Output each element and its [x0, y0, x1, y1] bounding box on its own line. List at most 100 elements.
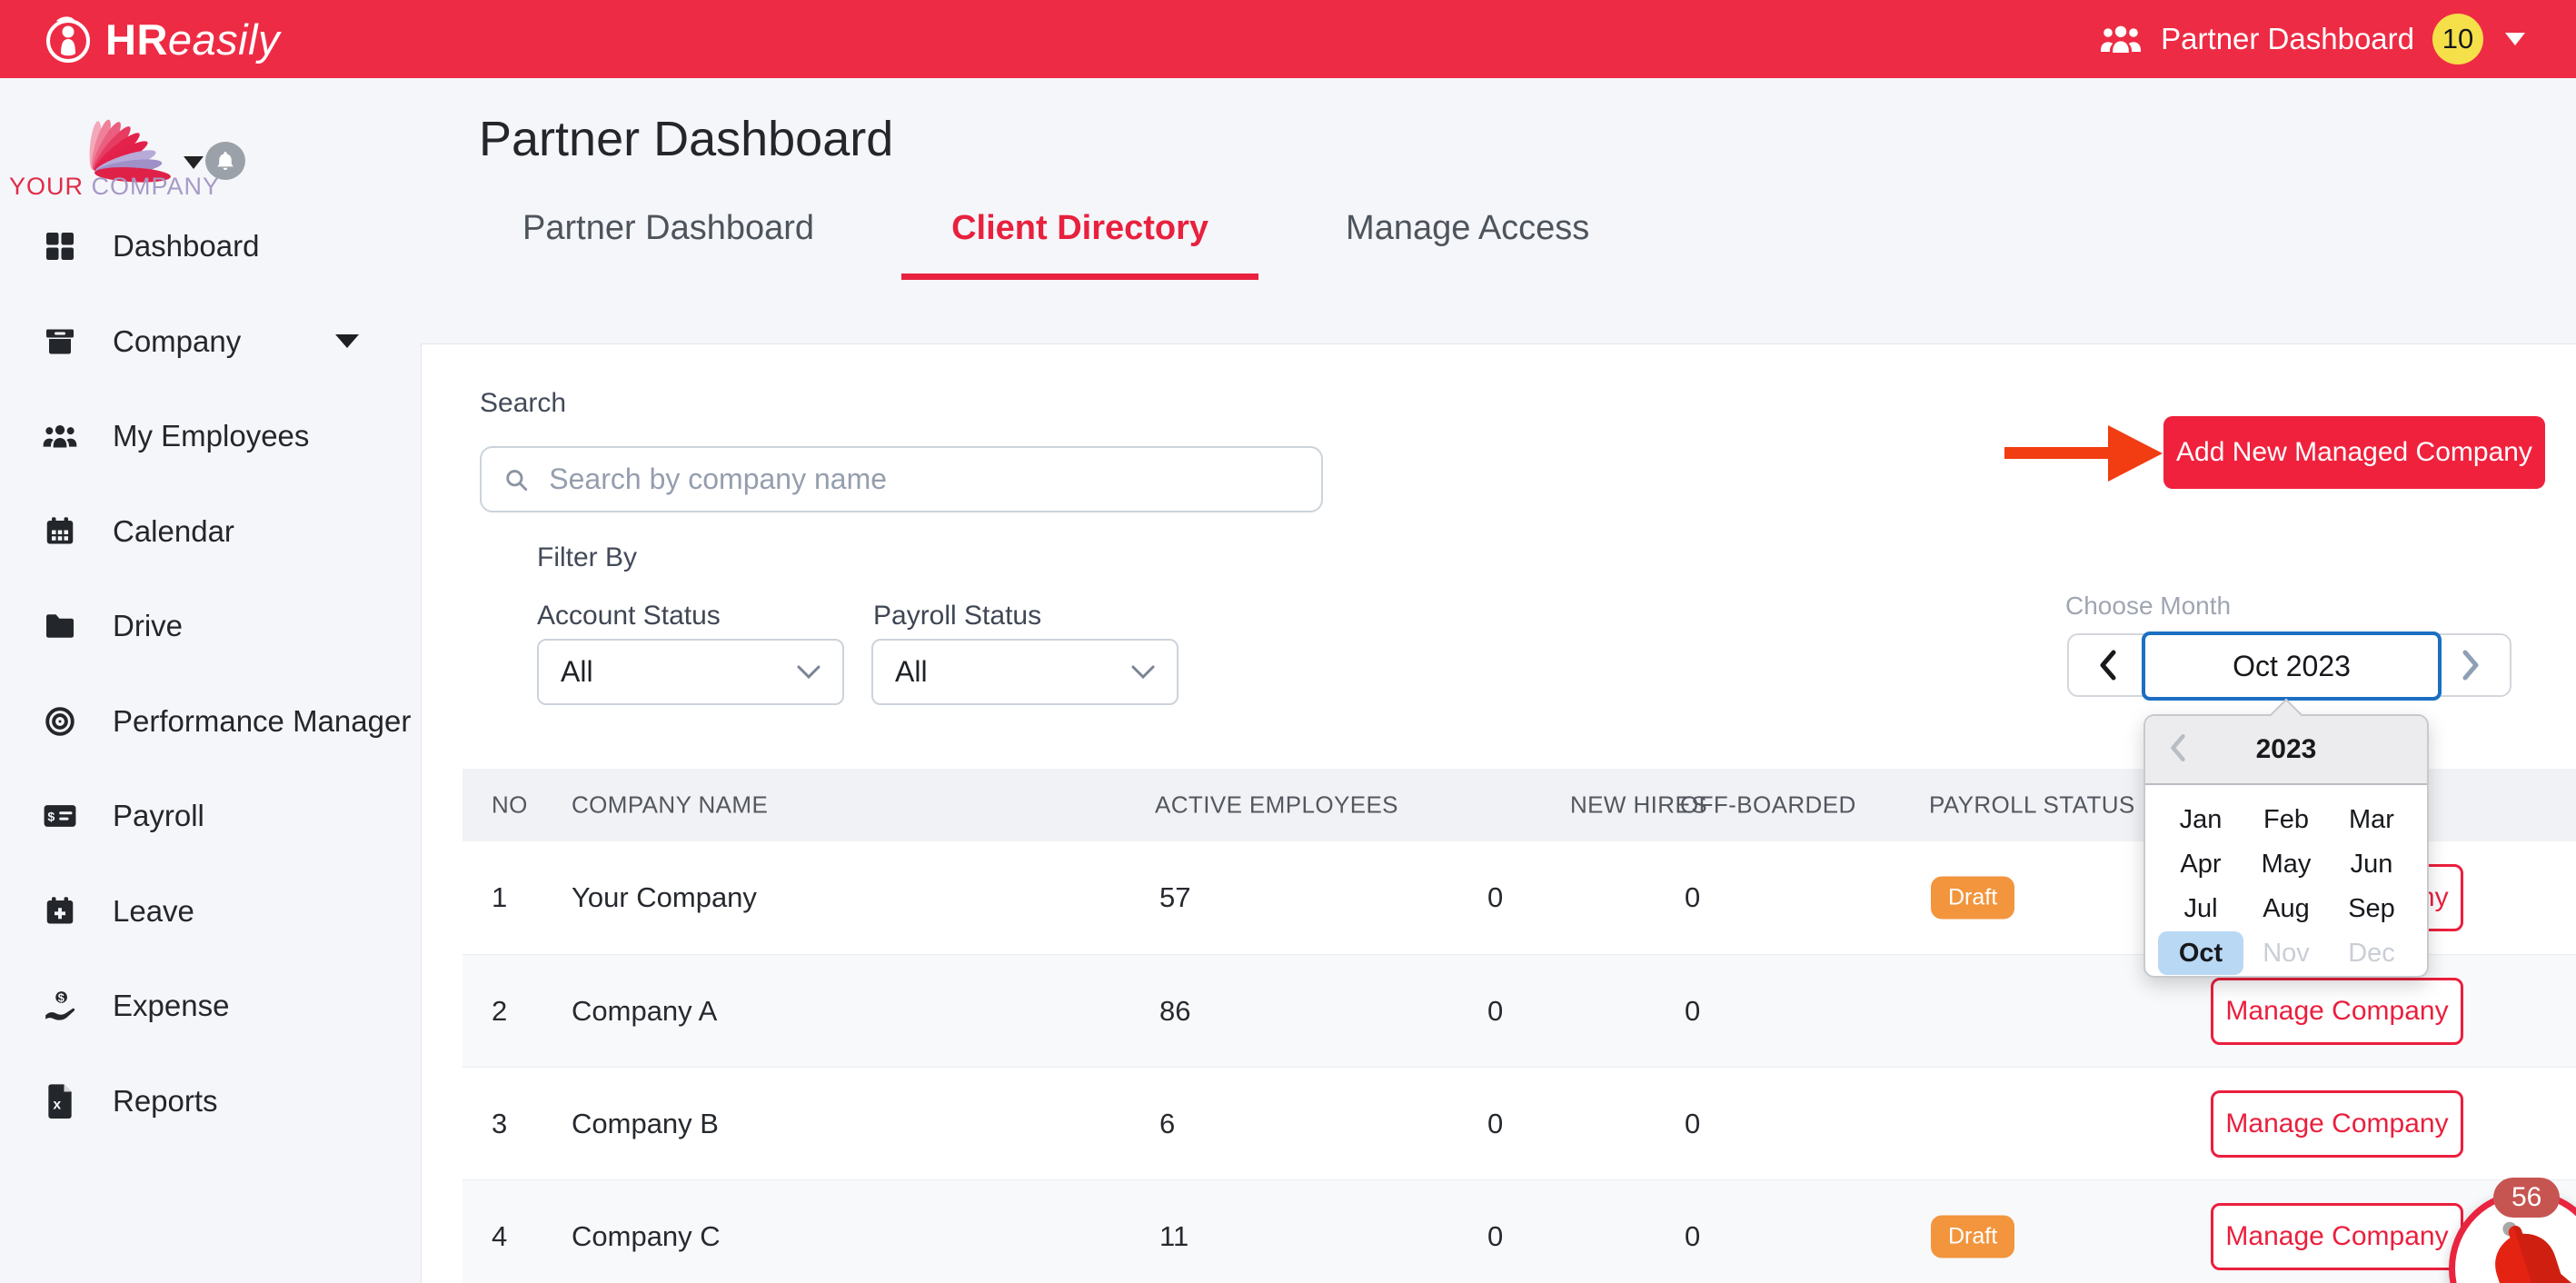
sidebar-bell-button[interactable]: [205, 142, 245, 180]
manage-company-button[interactable]: Manage Company: [2211, 1203, 2463, 1270]
status-badge: Draft: [1931, 1215, 2015, 1258]
off-boarded: 0: [1685, 994, 1701, 1027]
month-cell-jun[interactable]: Jun: [2350, 849, 2393, 879]
off-boarded: 0: [1685, 881, 1701, 913]
search-input[interactable]: [549, 462, 1299, 496]
hreasily-logo-icon: [46, 16, 90, 63]
sidebar-item-label: Drive: [113, 609, 184, 643]
company-name: Your Company: [572, 881, 757, 913]
client-directory-panel: Search Add New Managed Company Filter By…: [421, 343, 2576, 1283]
column-header-no: NO: [492, 791, 528, 819]
manage-company-button[interactable]: Manage Company: [2211, 1090, 2463, 1158]
company-box-icon: [42, 323, 78, 360]
month-cell-oct-selected[interactable]: Oct: [2158, 931, 2243, 975]
sidebar-item-payroll[interactable]: $ Payroll: [0, 769, 421, 864]
sidebar-item-leave[interactable]: Leave: [0, 864, 421, 960]
report-file-icon: x: [42, 1083, 78, 1119]
row-number: 4: [492, 1219, 508, 1252]
company-switcher: YOUR COMPANY: [0, 78, 421, 214]
sidebar-item-expense[interactable]: $ Expense: [0, 959, 421, 1054]
partner-group-icon: [2101, 25, 2142, 53]
previous-year-chevron-icon[interactable]: [2169, 732, 2187, 763]
hand-money-icon: $: [42, 988, 78, 1024]
sidebar-item-calendar[interactable]: Calendar: [0, 484, 421, 580]
payroll-status-value: All: [895, 655, 928, 688]
search-input-wrap[interactable]: [480, 446, 1323, 512]
month-cell-feb[interactable]: Feb: [2263, 804, 2309, 834]
notification-count-badge[interactable]: 10: [2432, 14, 2483, 65]
tab-client-directory[interactable]: Client Directory: [901, 209, 1259, 280]
sidebar-item-label: Performance Manager: [113, 703, 412, 738]
chevron-left-icon: [2100, 650, 2116, 681]
sidebar-item-label: Company: [113, 323, 242, 358]
tab-manage-access[interactable]: Manage Access: [1346, 209, 1590, 247]
column-header-payroll-status: PAYROLL STATUS: [1929, 791, 2135, 819]
month-cell-jul[interactable]: Jul: [2183, 893, 2218, 923]
bell-icon: [217, 151, 234, 171]
sidebar-item-dashboard[interactable]: Dashboard: [0, 199, 421, 294]
new-hires: 0: [1487, 1219, 1504, 1252]
sidebar-item-label: My Employees: [113, 419, 310, 453]
calendar-icon: [42, 513, 78, 550]
selected-month-field[interactable]: Oct 2023: [2142, 632, 2442, 701]
column-header-company-name: COMPANY NAME: [572, 791, 769, 819]
sidebar-item-label: Dashboard: [113, 229, 260, 264]
chat-unread-badge: 56: [2493, 1178, 2561, 1218]
choose-month-label: Choose Month: [2065, 592, 2232, 620]
sidebar-item-reports[interactable]: x Reports: [0, 1054, 421, 1149]
month-picker-popover: 2023 Jan Feb Mar Apr May Jun Jul Aug Sep…: [2143, 698, 2429, 978]
chevron-right-icon: [2462, 650, 2479, 681]
sidebar-item-my-employees[interactable]: My Employees: [0, 389, 421, 484]
sidebar-item-label: Reports: [113, 1083, 218, 1118]
month-cell-sep[interactable]: Sep: [2348, 893, 2395, 923]
add-new-managed-company-button[interactable]: Add New Managed Company: [2163, 416, 2545, 489]
row-number: 2: [492, 994, 508, 1027]
sidebar-item-company[interactable]: Company: [0, 294, 421, 390]
status-badge: Draft: [1931, 876, 2015, 920]
month-cell-may[interactable]: May: [2261, 849, 2312, 879]
company-name: Company B: [572, 1107, 719, 1139]
previous-month-button[interactable]: [2069, 635, 2147, 695]
manage-company-button[interactable]: Manage Company: [2211, 978, 2463, 1045]
month-cell-apr[interactable]: Apr: [2180, 849, 2222, 879]
dashboard-grid-icon: [42, 228, 78, 264]
account-status-label: Account Status: [537, 601, 721, 631]
month-cell-aug[interactable]: Aug: [2263, 893, 2310, 923]
table-body: 1 Your Company 57 0 0 Draft Manage Compa…: [462, 841, 2576, 1283]
row-number: 3: [492, 1107, 508, 1139]
page-title: Partner Dashboard: [479, 112, 894, 166]
payroll-card-icon: $: [42, 798, 78, 834]
month-grid: Jan Feb Mar Apr May Jun Jul Aug Sep Oct …: [2145, 785, 2427, 975]
off-boarded: 0: [1685, 1219, 1701, 1252]
chat-bell-icon: [2495, 1221, 2574, 1283]
chevron-down-icon: [797, 665, 821, 679]
account-status-select[interactable]: All: [537, 639, 844, 705]
table-row: 4 Company C 11 0 0 Draft Manage Company: [462, 1179, 2576, 1283]
app-logo[interactable]: HReasily: [42, 13, 280, 65]
column-header-new-hires: NEW HIRES: [1570, 791, 1707, 819]
tab-partner-dashboard[interactable]: Partner Dashboard: [522, 209, 815, 247]
company-name: Company C: [572, 1219, 721, 1252]
off-boarded: 0: [1685, 1107, 1701, 1139]
month-control: Oct 2023: [2067, 632, 2511, 701]
month-cell-mar[interactable]: Mar: [2349, 804, 2394, 834]
month-cell-jan[interactable]: Jan: [2179, 804, 2223, 834]
your-company-label: YOUR COMPANY: [9, 173, 221, 200]
app-logo-text: HReasily: [105, 15, 281, 64]
sidebar-item-drive[interactable]: Drive: [0, 579, 421, 674]
sidebar: YOUR COMPANY Dashboard Company: [0, 78, 421, 1283]
payroll-status-cell: Draft: [1931, 876, 2015, 920]
sidebar-item-label: Expense: [113, 989, 230, 1023]
search-label: Search: [480, 388, 567, 418]
next-month-button[interactable]: [2432, 635, 2510, 695]
payroll-status-select[interactable]: All: [871, 639, 1179, 705]
topbar-right-cluster[interactable]: Partner Dashboard 10: [2099, 14, 2525, 65]
month-picker-header: 2023: [2145, 716, 2427, 785]
company-expand-caret-icon[interactable]: [335, 334, 359, 349]
sidebar-item-performance-manager[interactable]: Performance Manager: [0, 674, 421, 770]
filter-by-label: Filter By: [537, 542, 638, 572]
active-employees: 57: [1159, 881, 1191, 913]
chevron-down-icon[interactable]: [2505, 33, 2525, 45]
sidebar-item-label: Leave: [113, 893, 194, 928]
company-switcher-caret-icon[interactable]: [184, 156, 204, 169]
